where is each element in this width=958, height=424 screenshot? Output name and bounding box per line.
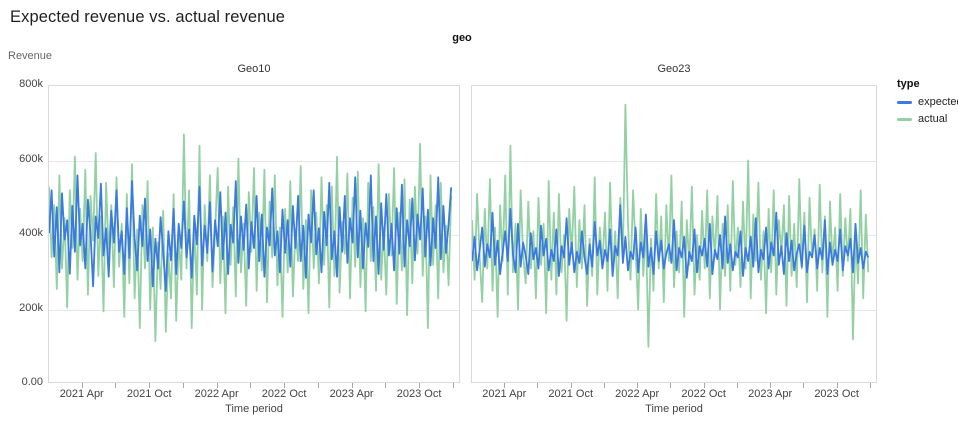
y-axis-title: Revenue <box>8 50 53 62</box>
legend-item-label: expected <box>918 96 958 108</box>
x-tick <box>637 383 639 388</box>
x-tick <box>317 383 319 388</box>
x-tick <box>570 383 572 388</box>
facet-geo23: Geo23 2021 Apr 2021 Oct 2022 Apr 2022 Oct 20… <box>471 60 877 417</box>
x-tick-label: 2023 Oct <box>814 388 859 400</box>
plot-area[interactable] <box>48 85 460 383</box>
series-line-expected[interactable] <box>472 204 870 279</box>
y-tick-label: 800k <box>19 78 43 90</box>
x-tick <box>603 383 605 388</box>
x-tick-label: 2021 Apr <box>482 388 527 400</box>
x-tick-label: 2023 Apr <box>748 388 793 400</box>
legend: type expected actual <box>897 78 958 130</box>
expected-line-swatch-icon <box>897 100 912 104</box>
x-tick <box>216 383 218 388</box>
legend-title: type <box>897 78 920 90</box>
x-tick <box>284 383 286 388</box>
gridline <box>472 160 876 162</box>
gridline <box>49 309 459 311</box>
x-axis-title: Time period <box>645 403 703 415</box>
x-axis: 2021 Apr 2021 Oct 2022 Apr 2022 Oct 2023 Apr… <box>48 383 460 403</box>
actual-line-swatch-icon <box>897 117 912 121</box>
x-tick <box>351 383 353 388</box>
x-tick <box>419 383 421 388</box>
x-tick-label: 2022 Oct <box>681 388 726 400</box>
x-tick <box>81 383 83 388</box>
facet-field-label: geo <box>452 32 472 44</box>
x-tick <box>537 383 539 388</box>
y-tick-label: 600k <box>19 152 43 165</box>
facet-title: Geo23 <box>657 63 691 75</box>
gridline <box>472 309 876 311</box>
x-tick <box>149 383 151 388</box>
x-tick <box>115 383 117 388</box>
x-tick-label: 2021 Apr <box>59 388 104 400</box>
x-tick <box>670 383 672 388</box>
x-tick <box>836 383 838 388</box>
legend-item-label: actual <box>918 113 948 125</box>
x-tick <box>250 383 252 388</box>
x-tick-label: 2022 Apr <box>194 388 239 400</box>
series-line-actual[interactable] <box>472 103 870 348</box>
y-tick-label: 200k <box>19 301 43 314</box>
legend-item-expected[interactable]: expected <box>897 96 958 108</box>
series-line-expected[interactable] <box>49 174 453 292</box>
x-tick-label: 2022 Oct <box>261 388 307 400</box>
x-tick-label: 2022 Apr <box>615 388 660 400</box>
x-tick <box>869 383 871 388</box>
x-tick <box>452 383 454 388</box>
y-tick-label: 400k <box>19 227 43 239</box>
plot-area[interactable] <box>471 85 877 383</box>
x-tick-label: 2023 Apr <box>329 388 374 400</box>
y-tick-label: 0.00 <box>21 376 43 388</box>
facet-geo10: Geo10 2021 Apr 2021 Oct 2022 Apr 2022 Oct 20… <box>48 60 460 417</box>
x-axis-title: Time period <box>225 403 283 415</box>
x-tick-label: 2021 Oct <box>548 388 594 400</box>
x-tick-label: 2021 Oct <box>126 388 172 400</box>
y-axis-labels: 800k 600k 400k 200k 0.00 <box>0 78 43 388</box>
x-tick <box>770 383 772 388</box>
gridline <box>49 160 459 162</box>
x-tick <box>182 383 184 388</box>
facet-title: Geo10 <box>237 63 271 75</box>
chart-title: Expected revenue vs. actual revenue <box>10 8 286 26</box>
x-tick <box>703 383 705 388</box>
x-tick <box>504 383 506 388</box>
legend-item-actual[interactable]: actual <box>897 113 957 125</box>
x-tick-label: 2023 Oct <box>396 388 442 400</box>
x-axis: 2021 Apr 2021 Oct 2022 Apr 2022 Oct 2023 Apr… <box>471 383 877 403</box>
x-tick <box>385 383 387 388</box>
x-tick <box>803 383 805 388</box>
x-tick <box>736 383 738 388</box>
